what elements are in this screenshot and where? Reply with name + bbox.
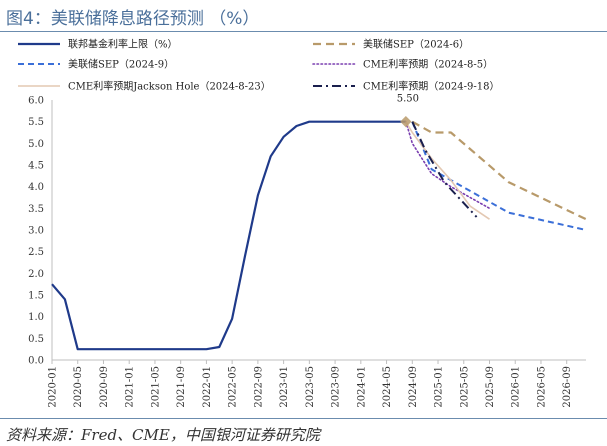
series-line-sep_jun xyxy=(411,120,587,221)
x-tick-label: 2026-05 xyxy=(536,366,547,408)
legend-label-cme_sep18: CME利率预期（2024-9-18） xyxy=(363,80,499,93)
series-line-cme_aug5 xyxy=(405,120,491,210)
x-tick-label: 2022-05 xyxy=(228,366,239,408)
y-tick-label: 6.0 xyxy=(28,96,44,107)
y-tick-label: 3.5 xyxy=(28,204,44,215)
source-note: 资料来源：Fred、CME，中国银河证券研究院 xyxy=(6,426,320,444)
series-line-fed xyxy=(51,120,406,351)
x-tick-label: 2023-09 xyxy=(331,366,342,408)
legend-label-sep_sep: 美联储SEP（2024-9） xyxy=(68,58,174,71)
bottom-rule xyxy=(0,418,607,419)
x-tick-label: 2025-09 xyxy=(485,366,496,408)
x-tick-label: 2025-01 xyxy=(434,366,445,408)
annotation-label: 5.50 xyxy=(397,94,419,105)
y-tick-label: 4.0 xyxy=(28,182,44,193)
series-line-sep_sep xyxy=(411,121,587,231)
legend: 联邦基金利率上限（%） 美联储SEP（2024-6） 美联储SEP（2024-9） C… xyxy=(18,38,499,93)
x-tick-label: 2024-09 xyxy=(408,366,419,408)
x-tick-label: 2022-01 xyxy=(202,366,213,408)
legend-label-cme_aug5: CME利率预期（2024-8-5） xyxy=(363,58,493,71)
x-tick-label: 2024-01 xyxy=(356,366,367,408)
legend-label-jackson: CME利率预期Jackson Hole（2024-8-23） xyxy=(68,80,271,93)
series-lines xyxy=(51,120,587,351)
x-tick-label: 2023-01 xyxy=(279,366,290,408)
x-tick-label: 2026-09 xyxy=(562,366,573,408)
y-tick-label: 5.0 xyxy=(28,139,44,150)
x-tick-label: 2024-05 xyxy=(382,366,393,408)
y-tick-label: 3.0 xyxy=(28,226,44,237)
series-line-jackson xyxy=(405,121,490,220)
x-tick-label: 2020-05 xyxy=(73,366,84,408)
x-tick-label: 2022-09 xyxy=(253,366,264,408)
y-tick-label: 1.5 xyxy=(28,291,44,302)
figure-title: 图4：美联储降息路径预测 （%） xyxy=(6,9,260,29)
y-tick-label: 0.5 xyxy=(28,334,44,345)
x-tick-label: 2023-05 xyxy=(305,366,316,408)
start-point-marker xyxy=(400,116,412,128)
axes: 0.0 0.5 1.0 1.5 2.0 2.5 3.0 3.5 4.0 4.5 5.0 5.5 6.0 2… xyxy=(28,96,586,408)
y-tick-label: 1.0 xyxy=(28,312,44,323)
y-tick-label: 4.5 xyxy=(28,161,44,172)
y-tick-label: 2.0 xyxy=(28,269,44,280)
top-rule xyxy=(0,31,607,32)
y-tick-label: 2.5 xyxy=(28,247,44,258)
y-tick-label: 0.0 xyxy=(28,356,44,367)
x-tick-label: 2021-01 xyxy=(125,366,136,408)
x-tick-label: 2021-09 xyxy=(176,366,187,408)
x-tick-label: 2020-01 xyxy=(48,366,59,408)
legend-label-fed: 联邦基金利率上限（%） xyxy=(68,38,178,51)
x-tick-label: 2020-09 xyxy=(99,366,110,408)
x-tick-label: 2021-05 xyxy=(150,366,161,408)
x-tick-label: 2026-01 xyxy=(511,366,522,408)
y-tick-label: 5.5 xyxy=(28,117,44,128)
x-tick-label: 2025-05 xyxy=(459,366,470,408)
legend-label-sep_jun: 美联储SEP（2024-6） xyxy=(363,38,469,51)
